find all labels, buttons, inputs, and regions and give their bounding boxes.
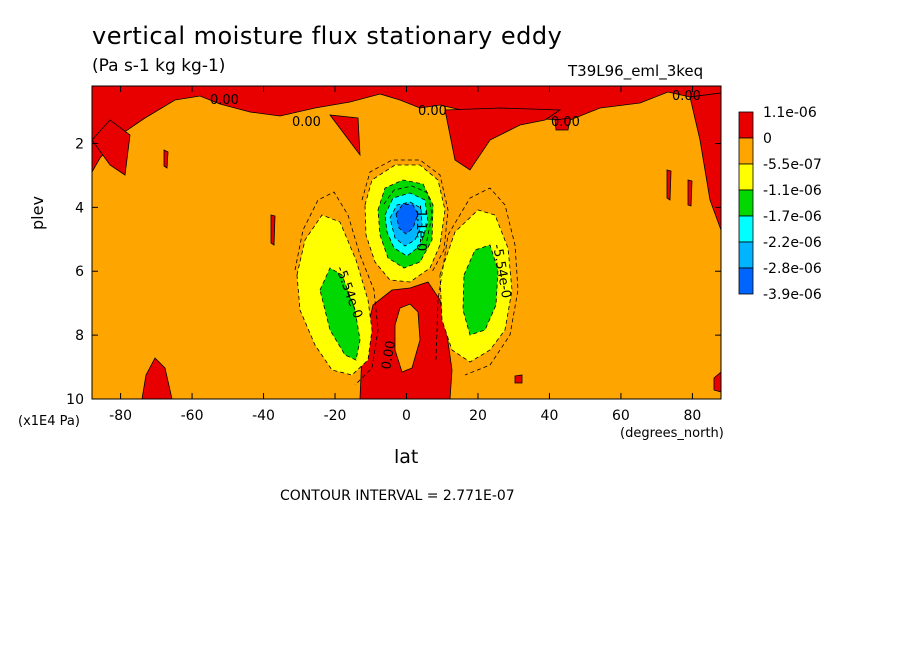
positive-region-streak-4 <box>687 179 693 207</box>
negative-lobe-north-green <box>462 244 499 336</box>
negative-lobe-center-blue <box>395 203 419 235</box>
contour-label: 0.00 <box>672 89 701 104</box>
legend-swatch <box>738 137 754 165</box>
x-tick-label: 20 <box>469 408 487 424</box>
contour-label: -1.1e-0 <box>413 205 428 251</box>
legend-swatch <box>738 111 754 139</box>
positive-region-upper-right <box>444 107 562 171</box>
legend: 1.1e-06 0 -5.5e-07 -1.1e-06 -1.7e-06 -2.2e-06… <box>738 105 822 303</box>
legend-label: -2.8e-06 <box>763 261 822 277</box>
legend-swatch <box>738 267 754 295</box>
contour-label: 0.00 <box>551 115 580 130</box>
x-tick-label: 40 <box>541 408 559 424</box>
positive-region-upper-left <box>91 119 131 176</box>
positive-region-upper-band <box>91 85 722 174</box>
positive-region-blob-1 <box>554 117 571 131</box>
legend-label: -1.7e-06 <box>763 209 822 225</box>
x-axis-units: (degrees_north) <box>620 426 724 441</box>
x-tick-label: -20 <box>324 408 347 424</box>
chart-units: (Pa s-1 kg kg-1) <box>92 56 226 76</box>
contour-label: 0.00 <box>418 104 447 119</box>
axes: -80 -60 -40 -20 0 20 40 60 80 2 4 6 8 10 <box>66 85 722 424</box>
x-tick-label: 80 <box>683 408 701 424</box>
chart-title: vertical moisture flux stationary eddy <box>92 22 563 50</box>
negative-contour-4 <box>383 185 433 246</box>
y-tick-label: 6 <box>75 264 84 280</box>
y-tick-label: 2 <box>75 136 84 152</box>
y-tick-label: 10 <box>66 392 84 408</box>
legend-label: -2.2e-06 <box>763 235 822 251</box>
legend-swatch <box>738 241 754 269</box>
y-axis-units: (x1E4 Pa) <box>18 414 80 429</box>
legend-swatch <box>738 215 754 243</box>
run-label: T39L96_eml_3keq <box>568 62 704 80</box>
contour-label: 0.00 <box>292 115 321 130</box>
positive-region-streak-3 <box>666 169 672 201</box>
positive-region-streak-1 <box>163 149 169 169</box>
positive-region-streak-2 <box>270 214 276 246</box>
positive-region-upper <box>91 85 722 246</box>
negative-lobe-south-green <box>319 267 361 361</box>
positive-region-upper-far-right <box>689 92 722 231</box>
zero-contour-hole <box>394 303 421 373</box>
legend-label: -3.9e-06 <box>763 287 822 303</box>
negative-contour-3 <box>361 159 449 273</box>
negative-contours <box>294 159 519 386</box>
x-tick-label: 60 <box>612 408 630 424</box>
y-tick-label: 4 <box>75 200 84 216</box>
legend-swatch <box>738 163 754 191</box>
legend-swatch <box>738 189 754 217</box>
contour-interval: CONTOUR INTERVAL = 2.771E-07 <box>280 488 515 504</box>
x-tick-label: -80 <box>109 408 132 424</box>
negative-contour-2 <box>435 187 519 376</box>
x-tick-label: -60 <box>181 408 204 424</box>
legend-label: -1.1e-06 <box>763 183 822 199</box>
x-axis-label: lat <box>394 446 419 468</box>
y-tick-label: 8 <box>75 328 84 344</box>
legend-label: 0 <box>763 131 772 147</box>
negative-lobes <box>296 164 513 376</box>
x-tick-label: 0 <box>402 408 411 424</box>
legend-label: 1.1e-06 <box>763 105 817 121</box>
negative-contour-1 <box>294 191 379 386</box>
x-tick-label: -40 <box>252 408 275 424</box>
contour-label: 0.00 <box>210 93 239 108</box>
contour-label: 0.00 <box>379 340 399 371</box>
positive-region-lower-dot <box>514 374 523 384</box>
legend-label: -5.5e-07 <box>763 157 822 173</box>
positive-region-upper-mid <box>329 114 361 157</box>
